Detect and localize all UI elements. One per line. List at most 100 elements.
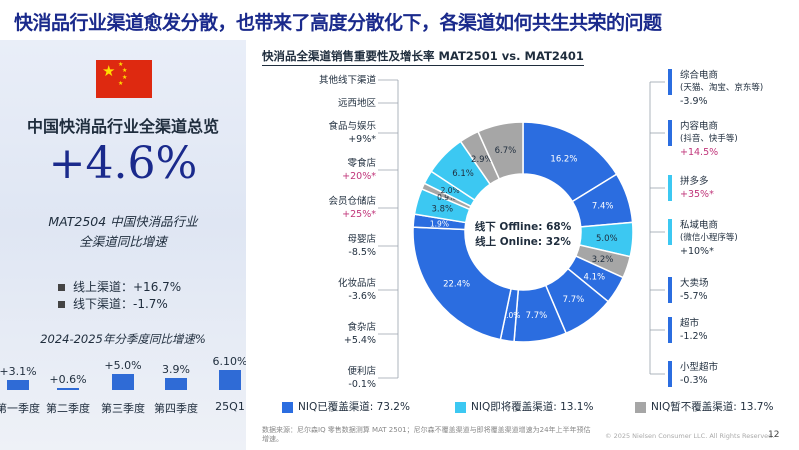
channel-color-marker: [668, 69, 672, 95]
channel-color-marker: [668, 361, 672, 387]
page-title: 快消品行业渠道愈发分散，也带来了高度分散化下，各渠道如何共生共荣的问题: [14, 12, 662, 34]
quarter-bar: [219, 370, 241, 390]
channel-name: 母婴店: [347, 234, 376, 245]
chart-title: 快消品全渠道销售重要性及增长率 MAT2501 vs. MAT2401: [262, 48, 584, 66]
quarter-category-label: 第三季度: [101, 402, 145, 415]
quarter-category-label: 25Q1: [215, 400, 245, 413]
legend-label: NIQ已覆盖渠道: 73.2%: [298, 401, 410, 413]
channel-growth: -8.5%: [348, 247, 376, 258]
bullet-icon: [58, 301, 65, 308]
donut-slice: [477, 121, 524, 181]
page-number: 12: [768, 430, 780, 440]
channel-label-offline: 会员仓储店 +25%*: [328, 195, 376, 221]
channel-growth: +20%*: [342, 171, 376, 182]
channel-label-online: 小型超市 -0.3%: [680, 361, 718, 387]
channel-name: 零食店: [347, 158, 376, 169]
slice-value-label: 22.4%: [443, 279, 470, 289]
overview-heading: 中国快消品行业全渠道总览: [26, 117, 219, 136]
overview-panel: ★ ★ ★ ★ ★ 中国快消品行业全渠道总览 +4.6% MAT2504 中国快…: [0, 40, 246, 450]
channel-name: 食杂店: [347, 322, 376, 333]
quarter-value-label: 3.9%: [162, 362, 190, 376]
channel-label-offline: 食品与娱乐 +9%*: [328, 120, 376, 146]
quarter-category-label: 第二季度: [46, 402, 90, 415]
slice-value-label: 4.1%: [584, 272, 606, 282]
donut-slice: [412, 226, 512, 341]
legend-item: NIQ暂不覆盖渠道: 13.7%: [635, 399, 773, 414]
slice-value-label: 3.2%: [592, 255, 614, 265]
quarter-bar: [165, 377, 187, 390]
online-growth-text: 线上渠道：+16.7%: [73, 280, 182, 294]
donut-center-online: 线上 Online: 32%: [475, 235, 571, 248]
mat-line-2: 全渠道同比增速: [79, 234, 167, 249]
mat-line-1: MAT2504 中国快消品行业: [48, 214, 198, 229]
channel-label-online: 大卖场 -5.7%: [680, 277, 709, 303]
copyright: © 2025 Nielsen Consumer LLC. All Rights …: [605, 432, 775, 440]
channel-growth: -1.2%: [680, 331, 708, 342]
channel-label-offline: 便利店 -0.1%: [347, 365, 376, 391]
slice-value-label: 6.7%: [495, 146, 517, 156]
channel-growth: +14.5%: [680, 147, 719, 158]
legend-swatch: [455, 401, 466, 413]
channel-name: 化妆品店: [337, 278, 376, 289]
footnote: 数据来源：尼尔森IQ 零售数据测算 MAT 2501；尼尔森不覆盖渠道与即将覆盖…: [262, 426, 591, 443]
slice-value-label: 7.7%: [526, 311, 548, 321]
channel-examples: (微信小程序等): [680, 233, 738, 243]
channel-label-offline: 远西地区: [338, 97, 376, 110]
offline-growth-item: 线下渠道：-1.7%: [58, 295, 168, 312]
quarter-value-label: +0.6%: [49, 373, 87, 386]
online-growth-item: 线上渠道：+16.7%: [58, 278, 181, 295]
slice-value-label: 3.8%: [432, 205, 454, 215]
quarter-value-label: +3.1%: [0, 365, 37, 379]
channel-color-marker: [668, 120, 672, 146]
channel-name: 大卖场: [680, 278, 709, 289]
total-growth-value: +4.6%: [48, 138, 198, 189]
legend-swatch: [635, 401, 646, 413]
china-flag-icon: ★ ★ ★ ★ ★: [96, 60, 152, 98]
channel-name: 食品与娱乐: [328, 121, 376, 132]
slice-value-label: 2.0%: [441, 186, 460, 195]
channel-label-online: 拼多多 +35%*: [680, 175, 714, 201]
slice-value-label: 7.4%: [592, 202, 614, 212]
quarter-bar: [7, 380, 29, 390]
slice-value-label: 6.1%: [452, 169, 474, 179]
channel-name: 私域电商: [680, 220, 719, 231]
channel-label-offline: 其他线下渠道: [319, 74, 376, 87]
quarter-value-label: +5.0%: [104, 359, 142, 372]
legend-swatch: [282, 401, 293, 413]
channel-name: 远西地区: [337, 98, 376, 109]
channel-label-offline: 母婴店 -8.5%: [347, 233, 376, 259]
slice-value-label: 1.9%: [430, 219, 449, 228]
donut-center-offline: 线下 Offline: 68%: [475, 220, 572, 233]
legend-item: NIQ已覆盖渠道: 73.2%: [282, 399, 410, 414]
channel-color-marker: [668, 277, 672, 303]
channel-examples: (抖音、快手等): [680, 134, 738, 144]
bullet-icon: [58, 284, 65, 291]
channel-name: 拼多多: [680, 176, 709, 187]
slice-value-label: 16.2%: [550, 155, 577, 165]
channel-color-marker: [668, 219, 672, 245]
quarter-category-label: 第四季度: [154, 402, 198, 415]
channel-examples: (天猫、淘宝、京东等): [680, 83, 764, 93]
quarter-category-label: 第一季度: [0, 402, 40, 415]
quarter-chart-heading: 2024-2025年分季度同比增速%: [40, 332, 206, 346]
legend-item: NIQ即将覆盖渠道: 13.1%: [455, 399, 593, 414]
channel-label-online: 私域电商 (微信小程序等) +10%*: [680, 219, 738, 258]
channel-name: 会员仓储店: [328, 196, 376, 207]
channel-label-online: 超市 -1.2%: [680, 317, 708, 343]
channel-name: 内容电商: [680, 121, 719, 132]
slice-value-label: 2.0%: [501, 311, 520, 320]
channel-growth: -3.9%: [680, 96, 708, 107]
channel-name: 超市: [680, 318, 700, 329]
channel-growth: +10%*: [680, 246, 714, 257]
channel-name: 便利店: [347, 366, 376, 377]
slice-value-label: 5.0%: [596, 234, 618, 244]
quarter-bar: [112, 374, 134, 390]
channel-name: 其他线下渠道: [318, 75, 376, 86]
channel-label-offline: 零食店 +20%*: [342, 157, 376, 183]
channel-growth: +35%*: [680, 189, 714, 200]
channel-growth: +5.4%: [343, 335, 376, 346]
channel-growth: -0.1%: [348, 379, 376, 390]
mat-description: MAT2504 中国快消品行业 全渠道同比增速: [0, 212, 246, 252]
channel-label-online: 内容电商 (抖音、快手等) +14.5%: [680, 120, 738, 159]
